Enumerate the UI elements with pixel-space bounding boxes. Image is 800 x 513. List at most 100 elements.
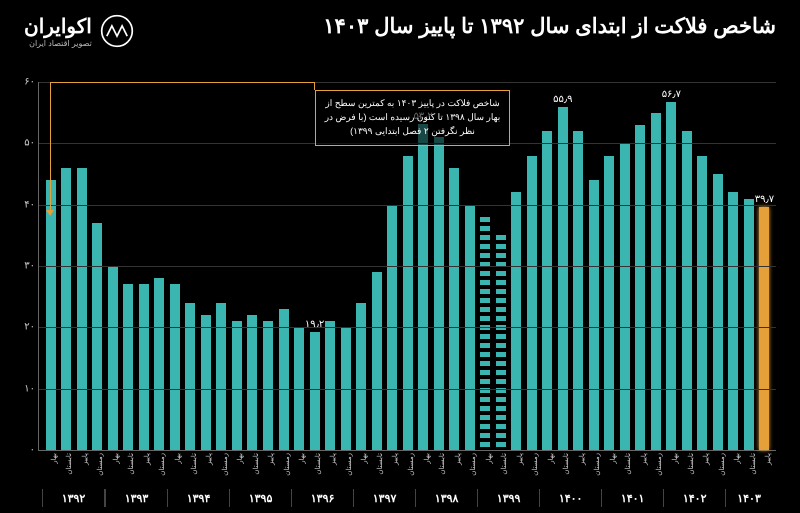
bar (542, 131, 552, 450)
bar (46, 180, 56, 450)
chart-title: شاخص فلاکت از ابتدای سال ۱۳۹۲ تا پاییز س… (323, 14, 776, 39)
x-season-label: تابستان (617, 451, 633, 485)
x-season-label: زمستان (586, 451, 602, 485)
x-season-label: زمستان (89, 451, 105, 485)
x-season-label: زمستان (151, 451, 167, 485)
bar (728, 192, 738, 450)
bar (232, 321, 242, 450)
bar (651, 113, 661, 450)
header: شاخص فلاکت از ابتدای سال ۱۳۹۲ تا پاییز س… (0, 0, 800, 54)
annotation-text: شاخص فلاکت در پاییز ۱۴۰۳ به کمترین سطح ا… (325, 98, 501, 136)
x-season-label: پاییز (446, 451, 462, 485)
x-year-label: ۱۳۹۸ (415, 489, 477, 507)
bar-value-label: ۳۹٫۷ (755, 194, 774, 205)
x-season-label: پاییز (73, 451, 89, 485)
x-season-label: بهار (415, 451, 431, 485)
x-season-label: بهار (539, 451, 555, 485)
x-year-label: ۱۳۹۲ (42, 489, 105, 507)
x-year-label: ۱۴۰۱ (601, 489, 663, 507)
bar (496, 235, 506, 450)
x-season-label: زمستان (523, 451, 539, 485)
y-tick-label: ۶۰ (11, 77, 35, 88)
x-season-label: بهار (104, 451, 120, 485)
bar (123, 284, 133, 450)
bar (201, 315, 211, 450)
bar (356, 303, 366, 450)
x-year-label: ۱۴۰۰ (539, 489, 601, 507)
logo-icon (100, 14, 134, 48)
bar (449, 168, 459, 450)
x-axis-season-labels: بهارتابستانپاییززمستانبهارتابستانپاییززم… (38, 451, 776, 485)
bar (682, 131, 692, 450)
y-tick-label: ۱۰ (11, 383, 35, 394)
bar (185, 303, 195, 450)
x-season-label: تابستان (555, 451, 571, 485)
x-season-label: پاییز (756, 451, 772, 485)
x-season-label: بهار (291, 451, 307, 485)
bar (279, 309, 289, 450)
x-season-label: تابستان (492, 451, 508, 485)
bar (573, 131, 583, 450)
x-season-label: بهار (228, 451, 244, 485)
x-season-label: زمستان (461, 451, 477, 485)
annotation-box: شاخص فلاکت در پاییز ۱۴۰۳ به کمترین سطح ا… (315, 90, 510, 146)
bar (372, 272, 382, 450)
x-year-label: ۱۳۹۶ (291, 489, 353, 507)
bar (154, 278, 164, 450)
x-year-label: ۱۳۹۴ (167, 489, 229, 507)
x-season-label: بهار (166, 451, 182, 485)
x-season-label: پاییز (259, 451, 275, 485)
x-season-label: زمستان (275, 451, 291, 485)
y-tick-label: ۲۰ (11, 322, 35, 333)
x-season-label: تابستان (430, 451, 446, 485)
x-season-label: بهار (477, 451, 493, 485)
bar (61, 168, 71, 450)
x-season-label: بهار (601, 451, 617, 485)
x-season-label: پاییز (135, 451, 151, 485)
bar (325, 321, 335, 450)
x-season-label: تابستان (741, 451, 757, 485)
x-season-label: پاییز (570, 451, 586, 485)
x-axis-year-labels: ۱۳۹۲۱۳۹۳۱۳۹۴۱۳۹۵۱۳۹۶۱۳۹۷۱۳۹۸۱۳۹۹۱۴۰۰۱۴۰۱… (38, 489, 776, 507)
x-year-label: ۱۴۰۲ (663, 489, 725, 507)
grid-line (39, 266, 776, 267)
grid-line (39, 389, 776, 390)
x-season-label: پاییز (322, 451, 338, 485)
bar (247, 315, 257, 450)
x-year-label: ۱۳۹۵ (229, 489, 291, 507)
bar (697, 156, 707, 450)
bar (713, 174, 723, 450)
grid-line (39, 205, 776, 206)
bar (77, 168, 87, 450)
x-season-label: بهار (663, 451, 679, 485)
bar (511, 192, 521, 450)
bar (92, 223, 102, 450)
x-season-label: زمستان (648, 451, 664, 485)
bar (216, 303, 226, 450)
x-season-label: تابستان (368, 451, 384, 485)
bar (589, 180, 599, 450)
x-season-label: پاییز (508, 451, 524, 485)
logo-brand: اکوایران (24, 14, 92, 39)
x-season-label: بهار (353, 451, 369, 485)
logo: اکوایران تصویر اقتصاد ایران (24, 14, 134, 48)
bar (635, 125, 645, 450)
x-season-label: تابستان (58, 451, 74, 485)
x-season-label: تابستان (244, 451, 260, 485)
bar (403, 156, 413, 450)
x-year-label: ۱۳۹۹ (477, 489, 539, 507)
bar (170, 284, 180, 450)
x-season-label: پاییز (197, 451, 213, 485)
annotation-arrow (46, 210, 54, 216)
y-tick-label: ۳۰ (11, 261, 35, 272)
bar (604, 156, 614, 450)
bar (480, 217, 490, 450)
bar (108, 266, 118, 450)
x-season-label: زمستان (710, 451, 726, 485)
x-season-label: پاییز (632, 451, 648, 485)
x-season-label: تابستان (306, 451, 322, 485)
x-season-label: زمستان (399, 451, 415, 485)
bar (263, 321, 273, 450)
annotation-connector-down (50, 82, 51, 212)
bar (744, 199, 754, 450)
